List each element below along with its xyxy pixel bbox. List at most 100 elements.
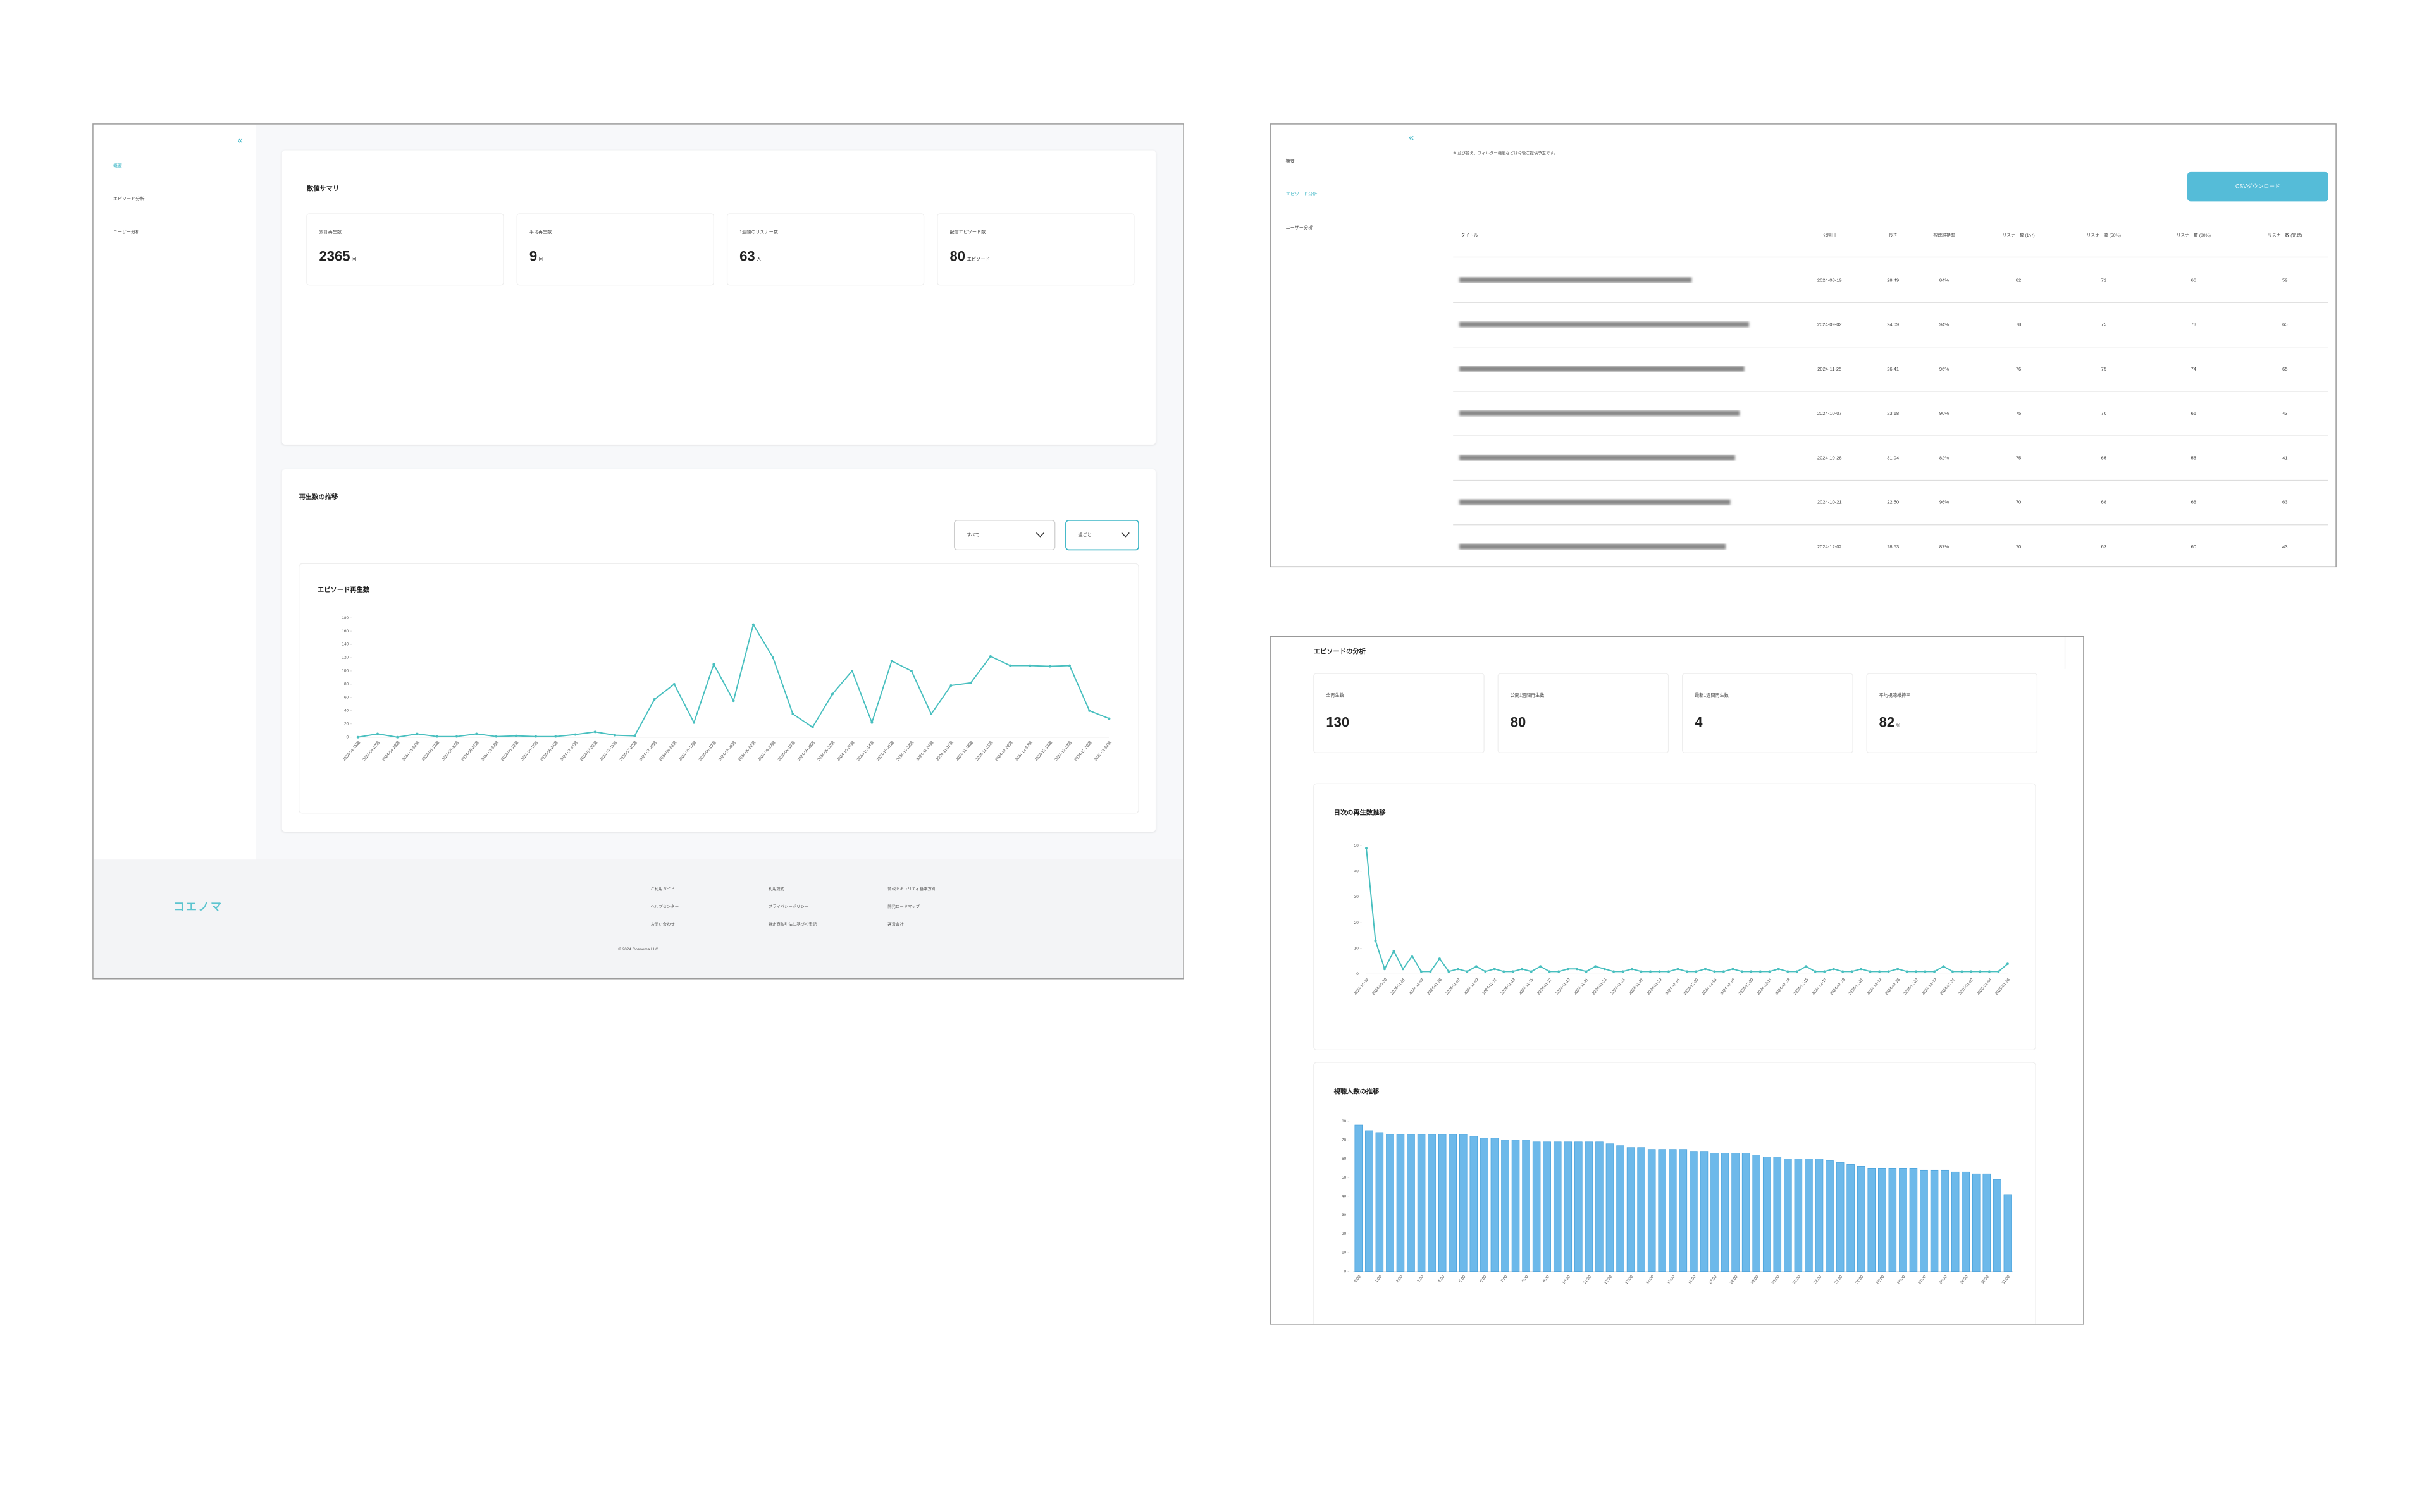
point [1068, 664, 1071, 667]
bar [1700, 1151, 1709, 1272]
footer-link[interactable]: お問い合わせ [651, 921, 675, 927]
label: 9 [529, 248, 537, 264]
point [1649, 970, 1652, 973]
point [1713, 970, 1716, 973]
bar [1909, 1168, 1918, 1272]
cell: 23:18 [1887, 410, 1899, 416]
blurred-title [1459, 499, 1731, 505]
point [851, 670, 854, 672]
point [989, 655, 992, 658]
point [1878, 970, 1881, 973]
chart-title: 視聴人数の推移 [1333, 1087, 1380, 1095]
point [1088, 709, 1091, 712]
collapse-icon[interactable]: « [1409, 133, 1414, 143]
footer-link[interactable]: 特定商取引法に基づく表記 [769, 921, 817, 927]
footer-link[interactable]: 開発ロードマップ [887, 904, 920, 909]
footer-link[interactable]: ヘルプセンター [651, 904, 679, 909]
cell: 2024-09-02 [1817, 322, 1842, 328]
bar [1574, 1141, 1583, 1272]
footer-link[interactable]: 利用規約 [769, 885, 784, 891]
bar [1595, 1141, 1604, 1272]
footer-link[interactable]: 運営会社 [887, 921, 904, 927]
point [1942, 965, 1945, 968]
overlay [1270, 636, 2086, 1340]
point [1750, 970, 1753, 973]
cell: 75 [2016, 410, 2021, 416]
point [1905, 970, 1908, 973]
point [1029, 664, 1032, 667]
point [1411, 955, 1414, 957]
column-header: 視聴維持率 [1933, 232, 1955, 238]
stat-card [1313, 673, 1485, 753]
cell: 65 [2101, 455, 2106, 460]
point [1960, 970, 1963, 973]
cell: 96% [1939, 500, 1949, 505]
select[interactable] [953, 520, 1056, 551]
cell: 75 [2016, 455, 2021, 460]
label: 1週間のリスナー数 [739, 229, 778, 235]
cell: 70 [2101, 410, 2106, 416]
nav-item[interactable]: 概要 [1286, 158, 1295, 164]
cell: 65 [2282, 322, 2287, 328]
y-tick-label: 30 [1342, 1213, 1347, 1217]
bar [1669, 1149, 1677, 1272]
chart-title: エピソード再生数 [318, 586, 370, 594]
bar [1826, 1160, 1834, 1272]
footer-link[interactable]: ご利用ガイド [651, 885, 675, 891]
bar [1386, 1134, 1394, 1272]
label: 人 [757, 256, 762, 262]
logo: コエノマ [173, 900, 223, 913]
point [1392, 949, 1395, 952]
nav-item[interactable]: 概要 [113, 163, 122, 168]
cell: 65 [2282, 366, 2287, 372]
cell: 76 [2016, 366, 2021, 372]
y-tick-label: 160 [342, 629, 349, 634]
point [554, 735, 557, 738]
cell: 82% [1939, 455, 1949, 460]
point [1997, 970, 2000, 973]
point [870, 721, 874, 724]
point [1686, 970, 1688, 973]
label: 最新1週間再生数 [1695, 692, 1729, 698]
button-text[interactable]: CSVダウンロード [2235, 182, 2280, 189]
nav-item[interactable]: エピソード分析 [113, 196, 145, 202]
nav-item[interactable]: エピソード分析 [1286, 191, 1318, 197]
csv-button[interactable] [2187, 171, 2328, 202]
footer-link[interactable]: プライバシーポリシー [769, 904, 808, 909]
canvas: « « 概要エピソード分析ユーザー分析概要エピソード分析ユーザー分析数値サマリ累… [92, 123, 2337, 1334]
bar [1501, 1140, 1509, 1272]
point [1438, 957, 1441, 960]
nav-item[interactable]: ユーザー分析 [113, 229, 140, 235]
bar [1846, 1164, 1855, 1272]
label: エピソード [967, 256, 990, 262]
bar [1616, 1145, 1624, 1272]
point [1585, 970, 1588, 973]
y-tick-label: 40 [344, 709, 349, 713]
label: 累計再生数 [319, 229, 341, 235]
point [1429, 970, 1432, 973]
column-header: リスナー数 (80%) [2177, 232, 2211, 238]
point [1576, 968, 1579, 971]
select[interactable] [1065, 520, 1139, 551]
point [1566, 968, 1569, 971]
cell: 75 [2101, 322, 2106, 328]
label: % [1896, 722, 1901, 728]
point [1557, 970, 1561, 973]
summary-card [281, 150, 1156, 445]
bar [1982, 1173, 1991, 1272]
point [1795, 970, 1798, 973]
point [1676, 968, 1679, 971]
footer-link[interactable]: 情報セキュリティ基本方針 [887, 885, 936, 891]
bar [1679, 1149, 1688, 1272]
stat-card [1497, 673, 1669, 753]
nav-item[interactable]: ユーザー分析 [1286, 224, 1313, 230]
point [1374, 939, 1377, 942]
point [1777, 968, 1780, 971]
point [1987, 970, 1991, 973]
point [1521, 968, 1524, 971]
point [593, 730, 596, 734]
bar [1731, 1153, 1740, 1272]
collapse-icon[interactable]: « [238, 136, 243, 146]
label: 80 [949, 248, 965, 264]
cell: 84% [1939, 277, 1949, 283]
